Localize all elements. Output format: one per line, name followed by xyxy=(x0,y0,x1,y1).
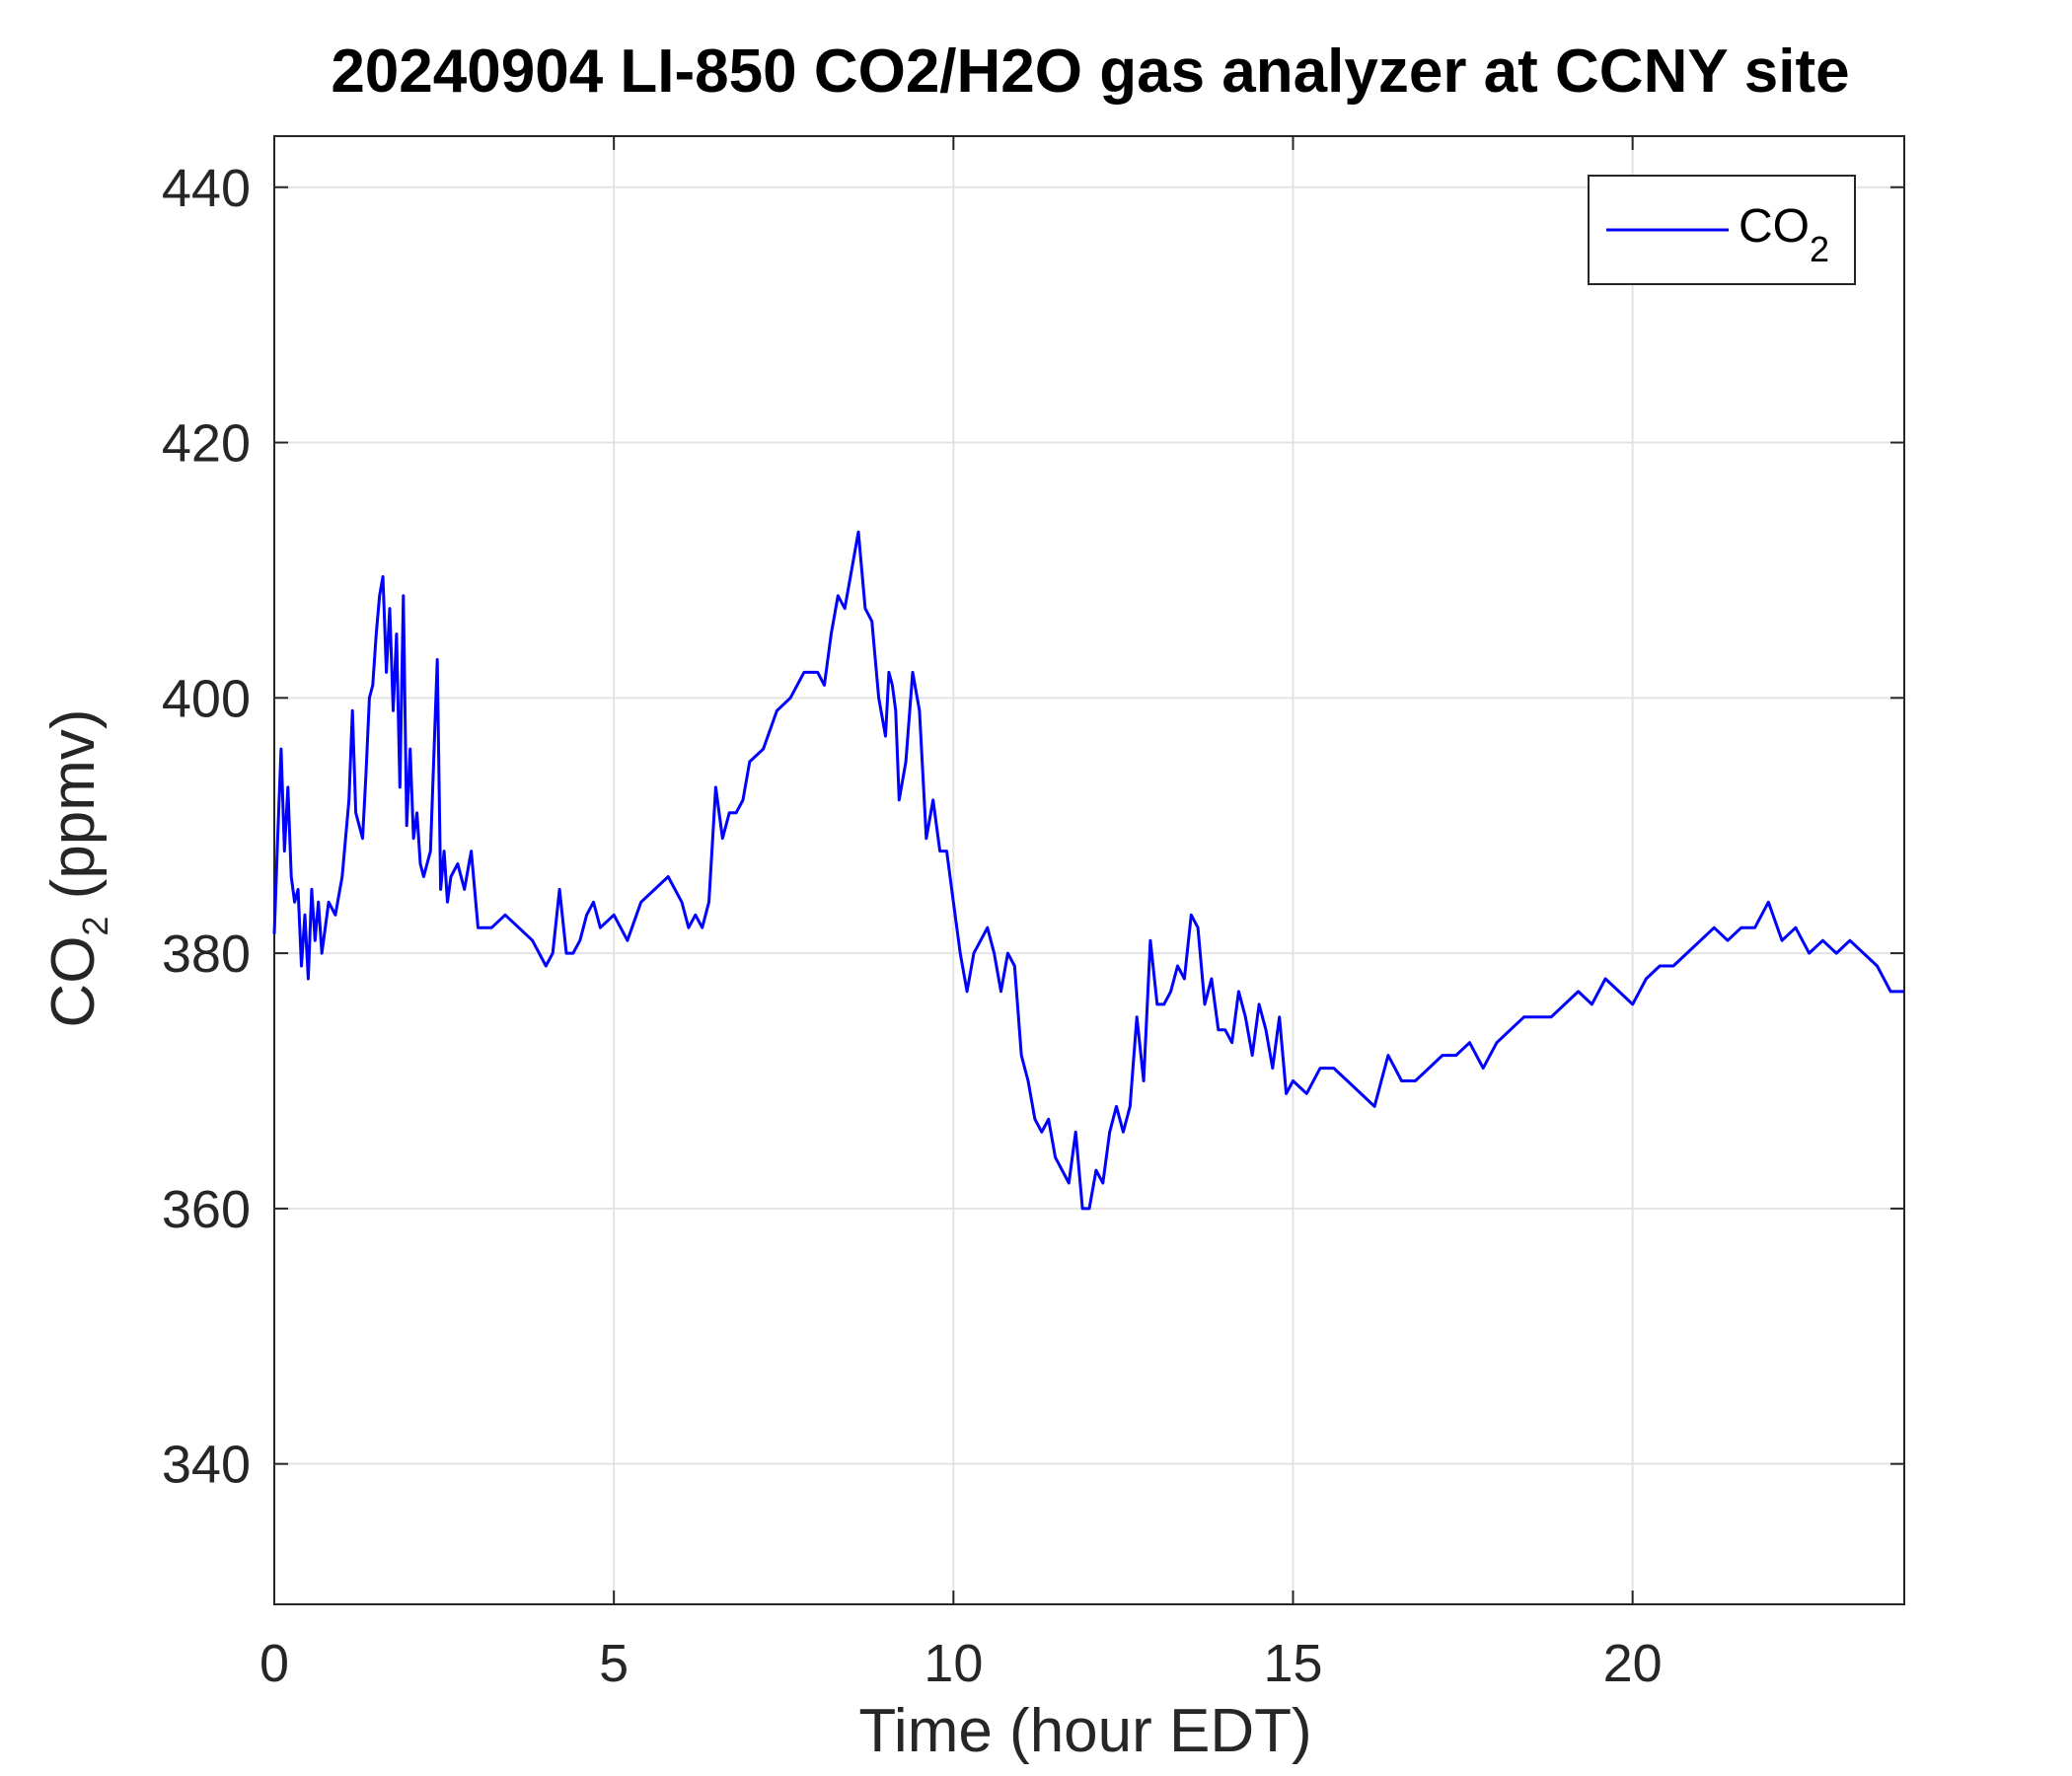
y-axis-label-post: (ppmv) xyxy=(39,708,108,916)
legend: CO2 xyxy=(1588,175,1856,285)
y-axis-label: CO2 (ppmv) xyxy=(39,708,115,1027)
legend-label-pre: CO xyxy=(1739,200,1810,253)
x-tick-label: 15 xyxy=(1263,1634,1322,1693)
y-tick-label: 360 xyxy=(162,1180,251,1239)
chart-title: 20240904 LI-850 CO2/H2O gas analyzer at … xyxy=(331,37,1849,106)
y-tick-label: 400 xyxy=(162,669,251,728)
x-tick-label: 10 xyxy=(924,1634,983,1693)
series-line-co2 xyxy=(272,530,1904,1211)
x-tick-label: 5 xyxy=(599,1634,629,1693)
legend-label-subscript: 2 xyxy=(1810,229,1829,269)
y-tick-label: 340 xyxy=(162,1436,251,1495)
x-tick-label: 0 xyxy=(259,1634,289,1693)
axis-ticks: 0 5 10 15 20 340 360 380 400 420 440 xyxy=(162,136,1904,1693)
x-axis-label: Time (hour EDT) xyxy=(858,1697,1311,1765)
y-axis-label-pre: CO xyxy=(39,936,108,1028)
y-tick-label: 420 xyxy=(162,414,251,474)
x-tick-label: 20 xyxy=(1603,1634,1663,1693)
legend-label-co2: CO2 xyxy=(1739,200,1829,269)
y-axis-label-subscript: 2 xyxy=(75,917,115,936)
plot-area-frame xyxy=(273,135,1905,1605)
y-tick-label: 440 xyxy=(162,159,251,218)
y-tick-label: 380 xyxy=(162,925,251,984)
